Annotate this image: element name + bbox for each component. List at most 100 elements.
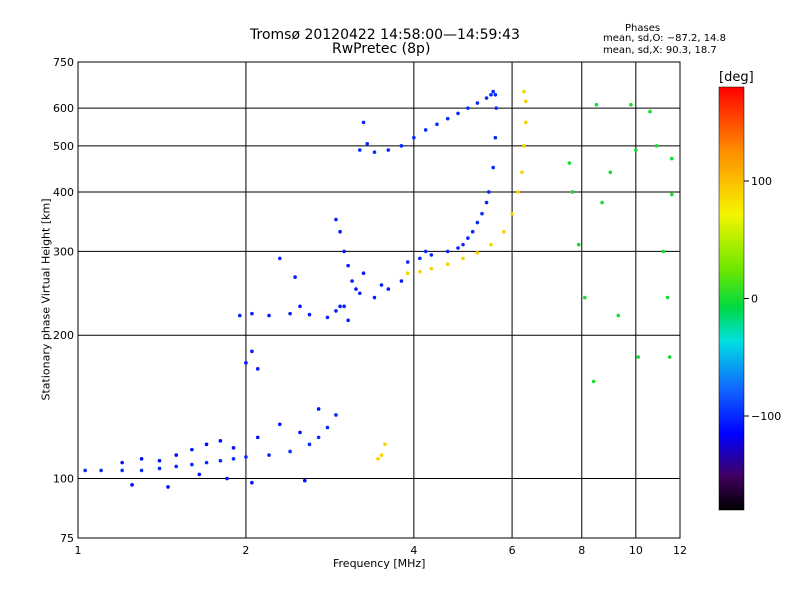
- data-point: [231, 457, 236, 461]
- data-point: [600, 200, 604, 205]
- data-point: [325, 425, 330, 430]
- data-point: [288, 311, 292, 316]
- data-point: [516, 190, 520, 194]
- x-tick-label: 12: [673, 544, 687, 557]
- data-point: [307, 442, 312, 447]
- data-point: [466, 106, 470, 110]
- data-point: [616, 313, 621, 318]
- data-point: [493, 92, 498, 97]
- data-point: [334, 413, 338, 417]
- data-point: [372, 150, 377, 154]
- data-point: [634, 148, 638, 152]
- data-point: [376, 457, 380, 461]
- colorbar: [718, 86, 745, 511]
- data-point: [418, 269, 422, 274]
- data-point: [502, 229, 506, 234]
- data-point: [405, 271, 410, 276]
- data-point: [139, 457, 144, 461]
- colorbar-tick-label: −100: [751, 410, 781, 423]
- x-tick-label: 10: [629, 544, 643, 557]
- data-point: [470, 229, 475, 234]
- data-point: [298, 304, 302, 309]
- data-point: [157, 466, 162, 471]
- y-tick-label: 100: [53, 473, 74, 486]
- data-point: [445, 262, 450, 267]
- data-point: [456, 111, 460, 116]
- data-point: [522, 89, 526, 94]
- data-point: [277, 422, 282, 427]
- data-point: [429, 253, 434, 257]
- y-tick-label: 600: [53, 102, 74, 115]
- data-point: [255, 435, 260, 440]
- data-point: [399, 144, 404, 148]
- data-point: [435, 122, 439, 127]
- data-point: [250, 311, 254, 316]
- data-point: [325, 315, 330, 320]
- data-point: [255, 367, 260, 371]
- data-point: [567, 161, 572, 165]
- data-point: [350, 279, 354, 283]
- colorbar-tick-label: 100: [751, 175, 772, 188]
- data-point: [576, 242, 581, 247]
- data-point: [667, 355, 672, 359]
- chart-title: Tromsø 20120422 14:58:00—14:59:43: [250, 27, 520, 43]
- data-point: [489, 242, 493, 247]
- data-point: [648, 109, 652, 114]
- data-point: [654, 144, 659, 148]
- data-point: [520, 170, 524, 175]
- data-point: [484, 96, 489, 100]
- data-point: [399, 279, 404, 283]
- x-tick-label: 2: [242, 544, 249, 557]
- data-point: [83, 468, 87, 473]
- data-point: [174, 453, 179, 457]
- data-point: [250, 480, 254, 485]
- data-point: [174, 464, 179, 469]
- data-point: [456, 246, 460, 250]
- data-point: [218, 458, 223, 463]
- data-point: [354, 287, 358, 291]
- data-point: [316, 407, 321, 411]
- data-point: [429, 266, 434, 271]
- data-point: [316, 435, 321, 440]
- data-point: [250, 349, 254, 354]
- x-axis-ticks: 1 2 4 6 8 10 12: [75, 544, 688, 557]
- colorbar-ticks: 100 0 −100: [744, 175, 781, 423]
- data-point: [190, 462, 194, 467]
- data-point: [157, 458, 162, 463]
- data-point: [669, 156, 674, 161]
- data-point: [130, 483, 134, 487]
- grid-lines: [78, 62, 680, 538]
- data-point: [582, 295, 587, 300]
- data-point: [204, 460, 209, 465]
- phases-title: Phases: [625, 23, 661, 34]
- phases-x-stats: mean, sd,X: 90.3, 18.7: [603, 45, 717, 56]
- data-point: [342, 304, 346, 309]
- data-point: [361, 120, 366, 125]
- data-point: [338, 229, 342, 234]
- data-point: [570, 190, 575, 194]
- data-point: [383, 442, 387, 447]
- data-point: [277, 256, 282, 261]
- data-point: [231, 446, 236, 450]
- data-point: [466, 236, 470, 240]
- data-point: [475, 220, 480, 225]
- colorbar-tick-label: 0: [751, 293, 758, 306]
- data-point: [661, 249, 666, 254]
- data-point: [365, 141, 370, 146]
- data-point: [166, 485, 170, 489]
- data-point: [423, 249, 428, 254]
- data-point: [524, 99, 528, 104]
- x-tick-label: 8: [578, 544, 585, 557]
- x-axis-label: Frequency [MHz]: [333, 557, 426, 570]
- data-point: [357, 291, 362, 296]
- data-point: [218, 439, 223, 443]
- chart-subtitle: RwPretec (8p): [332, 41, 431, 57]
- data-point: [244, 361, 248, 365]
- data-point: [665, 295, 670, 300]
- data-point: [594, 102, 599, 107]
- data-point: [357, 148, 362, 152]
- data-point: [386, 287, 391, 291]
- data-point: [204, 442, 209, 447]
